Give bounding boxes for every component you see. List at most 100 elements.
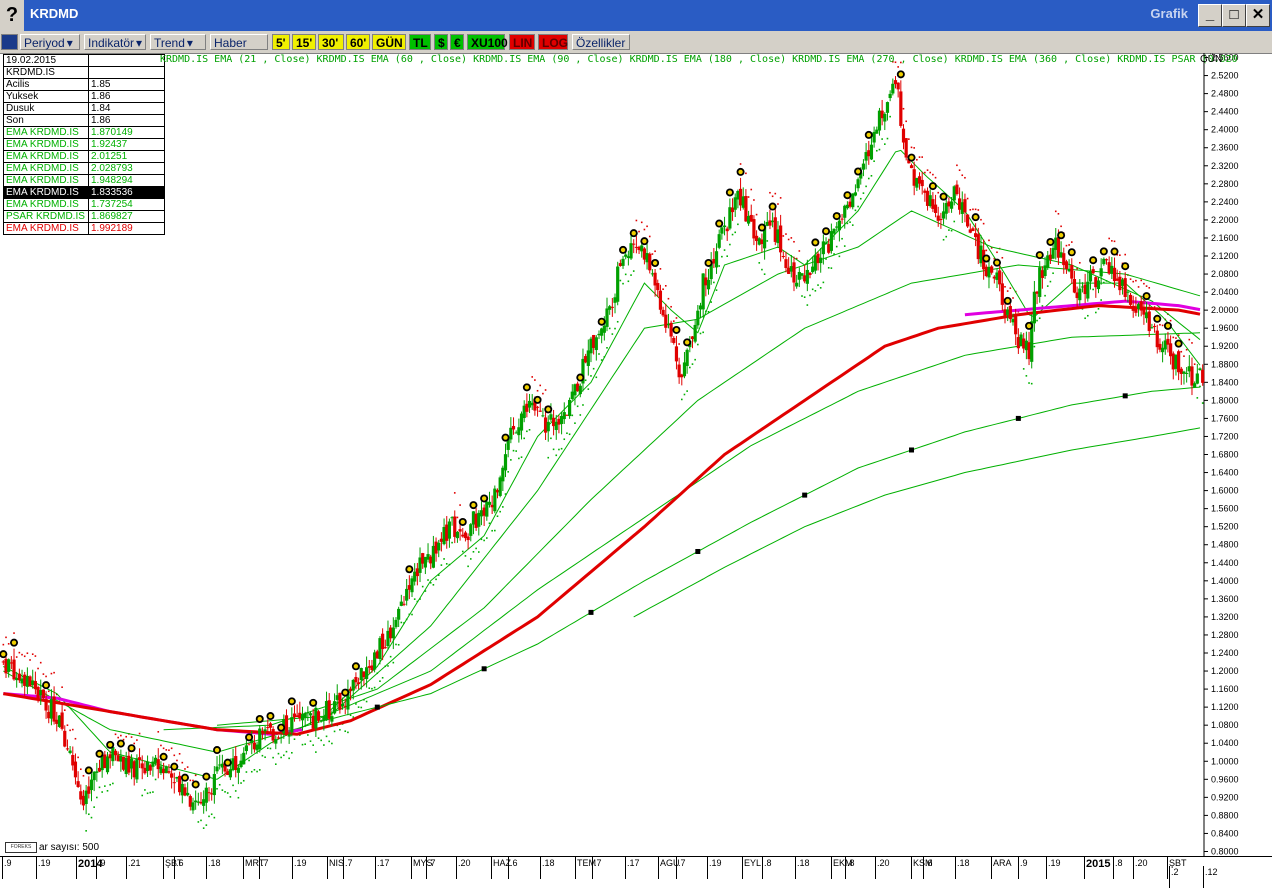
psar-dot bbox=[865, 185, 867, 188]
signal-marker bbox=[1067, 248, 1076, 257]
help-icon[interactable]: ? bbox=[0, 0, 24, 31]
maximize-button[interactable]: □ bbox=[1222, 4, 1246, 27]
psar-dot bbox=[21, 653, 23, 656]
candle bbox=[431, 535, 435, 569]
psar-dot bbox=[483, 539, 485, 542]
psar-dot bbox=[1183, 355, 1185, 357]
psar-dot bbox=[926, 169, 929, 171]
candle bbox=[354, 672, 358, 690]
psar-dot bbox=[795, 257, 798, 260]
psar-dot bbox=[424, 590, 427, 592]
psar-dot bbox=[71, 728, 74, 731]
x-tick-label: .7 bbox=[259, 857, 269, 879]
psar-dot bbox=[461, 550, 464, 553]
candle bbox=[701, 273, 705, 318]
x-tick-label: ŞBT bbox=[163, 857, 183, 879]
candle bbox=[199, 792, 203, 805]
y-tick-label: 1.8400 bbox=[1211, 377, 1239, 387]
signal-marker bbox=[597, 317, 606, 326]
candle bbox=[415, 562, 419, 586]
psar-dot bbox=[1006, 290, 1009, 292]
toolbar-button-5[interactable]: 5' bbox=[272, 34, 290, 50]
candle bbox=[12, 648, 16, 681]
candle bbox=[132, 759, 136, 786]
psar-dot bbox=[445, 563, 448, 565]
candle bbox=[1142, 298, 1146, 325]
candle bbox=[210, 788, 214, 801]
psar-dot bbox=[579, 414, 582, 416]
psar-dot bbox=[558, 448, 560, 451]
psar-dot bbox=[932, 173, 934, 176]
toolbar-button-xu100[interactable]: XU100 bbox=[467, 34, 508, 50]
candle bbox=[658, 284, 663, 314]
psar-dot bbox=[993, 257, 996, 260]
y-tick-label: 2.4400 bbox=[1211, 107, 1239, 117]
psar-dot bbox=[213, 816, 216, 819]
candle bbox=[608, 304, 612, 315]
chart-type-icon[interactable] bbox=[1, 34, 18, 50]
psar-dot bbox=[74, 737, 77, 740]
candle bbox=[704, 268, 708, 297]
psar-dot bbox=[117, 736, 119, 739]
y-tick-label: 1.2000 bbox=[1211, 666, 1239, 676]
toolbar-button-[interactable]: € bbox=[450, 34, 464, 50]
candle bbox=[987, 257, 991, 289]
toolbar-button-g-n[interactable]: GÜN bbox=[372, 34, 406, 50]
candle bbox=[869, 134, 874, 161]
toolbar-button-tl[interactable]: TL bbox=[409, 34, 431, 50]
toolbar-button-zellikler[interactable]: Özellikler bbox=[572, 34, 630, 50]
candle bbox=[730, 198, 735, 221]
toolbar-button-lin[interactable]: LIN bbox=[509, 34, 535, 50]
toolbar-button-indikat-r[interactable]: Indikatör bbox=[84, 34, 146, 50]
toolbar-button-haber[interactable]: Haber bbox=[210, 34, 268, 50]
psar-dot bbox=[921, 156, 923, 158]
psar-dot bbox=[1196, 397, 1199, 399]
signal-marker bbox=[266, 712, 275, 721]
candle bbox=[757, 237, 761, 246]
psar-dot bbox=[256, 770, 258, 773]
psar-dot bbox=[745, 172, 747, 175]
candle bbox=[247, 743, 251, 746]
candle bbox=[447, 518, 452, 548]
candle bbox=[49, 689, 54, 726]
x-tick-label: .6 bbox=[508, 857, 518, 879]
psar-dot bbox=[1049, 280, 1052, 283]
psar-dot bbox=[274, 763, 277, 765]
price-chart[interactable]: 0.8000 0.8400 0.8800 0.9200 0.9600 1.0000 1.04… bbox=[0, 53, 1272, 856]
candle bbox=[186, 782, 190, 797]
candle bbox=[167, 764, 171, 774]
candle bbox=[1193, 381, 1197, 388]
psar-dot bbox=[622, 282, 624, 285]
toolbar-button-trend[interactable]: Trend bbox=[150, 34, 206, 50]
psar-dot bbox=[734, 231, 737, 234]
psar-dot bbox=[1199, 385, 1201, 388]
toolbar-button-[interactable]: $ bbox=[434, 34, 448, 50]
psar-dot bbox=[293, 738, 296, 740]
candle bbox=[148, 763, 152, 775]
candle bbox=[298, 701, 302, 722]
close-button[interactable]: ✕ bbox=[1246, 4, 1270, 27]
candle bbox=[1096, 277, 1101, 294]
signal-marker bbox=[629, 229, 638, 238]
info-value: 1.833536 bbox=[88, 186, 165, 199]
signal-marker bbox=[351, 662, 360, 671]
psar-dot bbox=[232, 784, 234, 787]
candle bbox=[1094, 276, 1098, 298]
psar-dot bbox=[894, 61, 897, 64]
candle bbox=[164, 765, 168, 774]
candle bbox=[266, 719, 270, 735]
toolbar-button-periyod[interactable]: Periyod bbox=[20, 34, 80, 50]
toolbar-button-60[interactable]: 60' bbox=[346, 34, 370, 50]
candle bbox=[664, 303, 668, 333]
candle bbox=[348, 686, 353, 701]
toolbar-button-log[interactable]: LOG bbox=[538, 34, 568, 50]
toolbar-button-30[interactable]: 30' bbox=[318, 34, 344, 50]
psar-dot bbox=[1065, 244, 1068, 247]
minimize-button[interactable]: _ bbox=[1198, 4, 1222, 27]
y-tick-label: 0.8400 bbox=[1211, 828, 1239, 838]
candle bbox=[931, 192, 935, 213]
candle bbox=[821, 234, 825, 265]
toolbar-button-15[interactable]: 15' bbox=[292, 34, 316, 50]
candle bbox=[936, 206, 940, 227]
candle bbox=[386, 620, 390, 651]
